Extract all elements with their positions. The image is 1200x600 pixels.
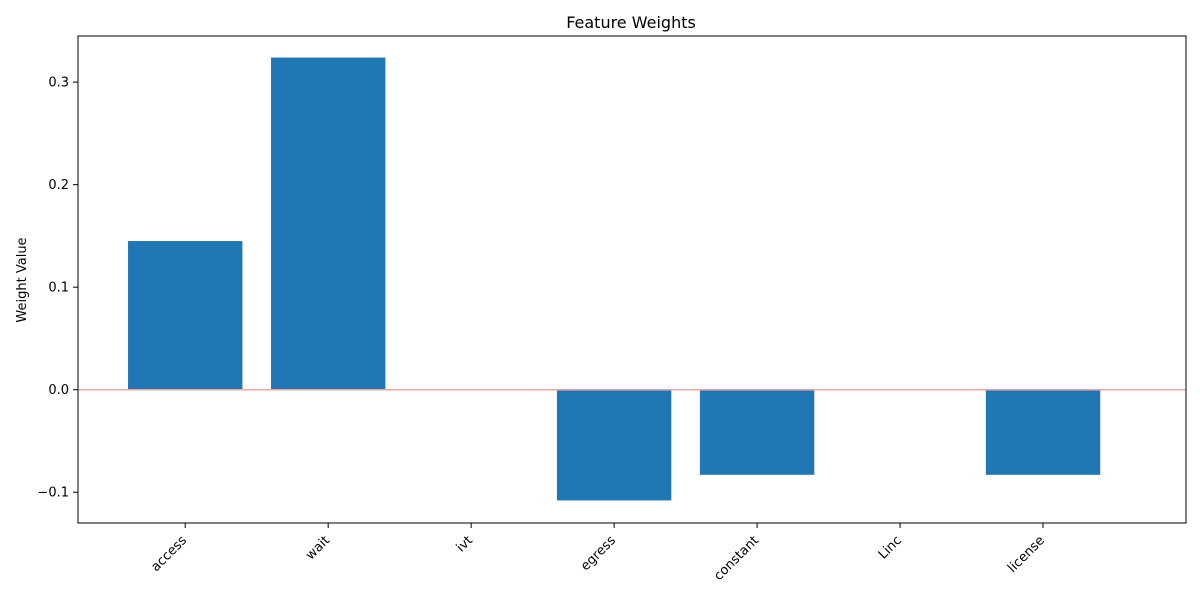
bar-constant: [699, 389, 815, 475]
y-tick-label: 0.2: [48, 178, 69, 193]
y-tick-label: −0.1: [37, 486, 69, 501]
y-tick-label: 0.1: [48, 281, 69, 296]
y-tick-label: 0.3: [48, 76, 69, 91]
chart-title: Feature Weights: [566, 13, 696, 32]
bar-license: [985, 389, 1101, 475]
bar-access: [128, 241, 243, 390]
y-axis-label: Weight Value: [15, 237, 30, 322]
bar-egress: [556, 389, 672, 501]
plot-frame: [77, 35, 1187, 524]
bar-wait: [271, 57, 386, 390]
y-tick-label: 0.0: [48, 383, 69, 398]
